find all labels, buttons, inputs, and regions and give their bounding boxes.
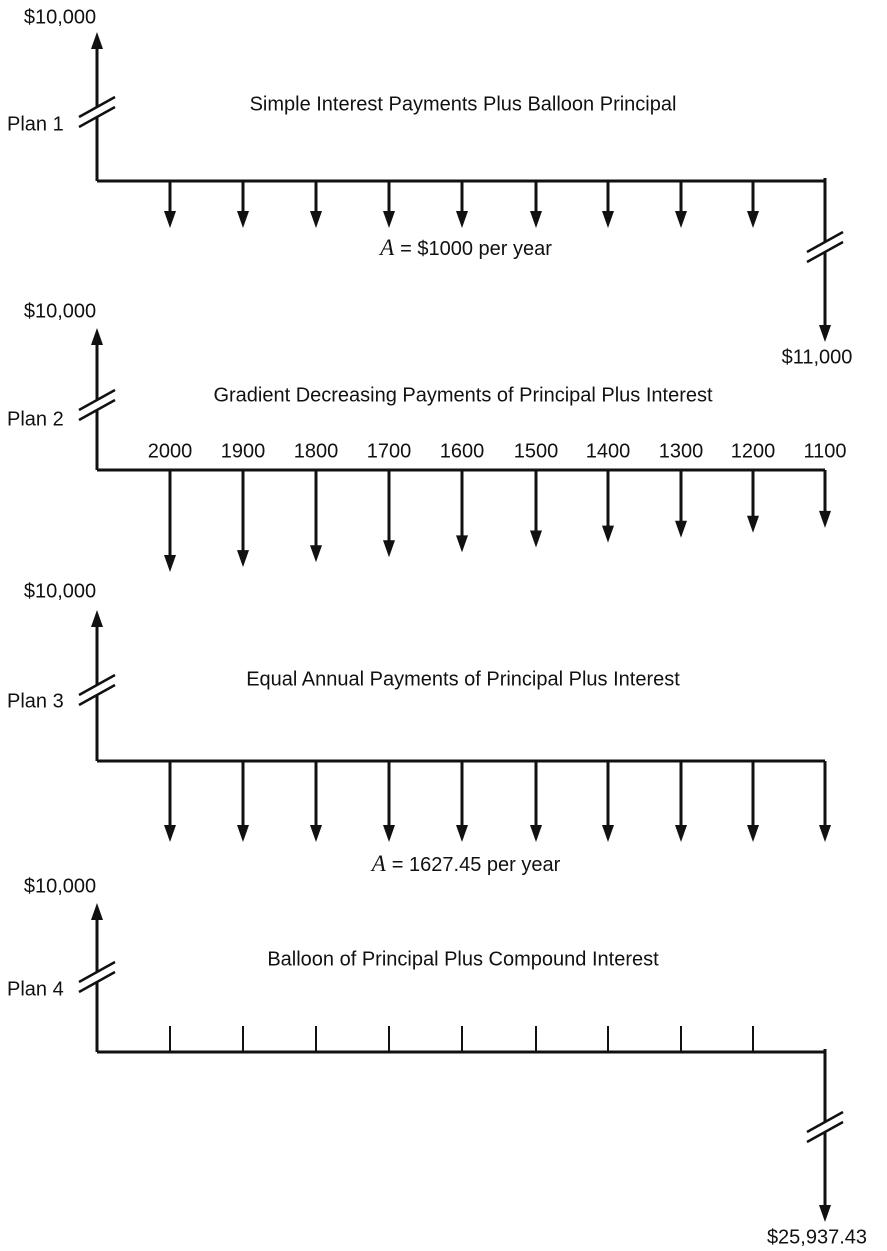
break-mark: [78, 970, 116, 994]
break-mark: [78, 960, 116, 984]
break-mark: [806, 230, 844, 254]
arrow-head: [91, 32, 103, 49]
payment-label: 1600: [440, 440, 485, 462]
break-mark: [78, 388, 116, 412]
payment-label: 2000: [148, 440, 193, 462]
arrow-head: [310, 211, 322, 228]
plan-title: Simple Interest Payments Plus Balloon Pr…: [250, 93, 677, 115]
arrow-head: [530, 211, 542, 228]
break-mark: [78, 683, 116, 707]
arrow-head: [310, 825, 322, 842]
arrow-head: [602, 211, 614, 228]
arrow-head: [456, 825, 468, 842]
arrow-head: [747, 515, 759, 533]
arrow-head: [237, 550, 249, 568]
arrow-head: [237, 211, 249, 228]
arrow-head: [164, 825, 176, 842]
arrow-head: [819, 1205, 831, 1222]
break-gap: [76, 391, 118, 419]
arrow-head: [819, 825, 831, 842]
receipt-label: $10,000: [24, 300, 96, 322]
break-mark: [806, 1120, 844, 1144]
arrow-head: [747, 211, 759, 228]
break-gap: [804, 233, 846, 261]
arrow-head: [675, 211, 687, 228]
plan-label: Plan 3: [7, 690, 64, 712]
plan-label: Plan 1: [7, 113, 64, 135]
break-mark: [78, 105, 116, 129]
payment-label: 1100: [803, 440, 846, 462]
plan-title: Gradient Decreasing Payments of Principa…: [213, 384, 713, 406]
arrow-head: [310, 545, 322, 563]
arrow-head: [456, 211, 468, 228]
plan-title: Equal Annual Payments of Principal Plus …: [246, 668, 680, 690]
plan-label: Plan 2: [7, 408, 64, 430]
arrow-head: [602, 825, 614, 842]
arrow-head: [530, 530, 542, 548]
arrow-head: [819, 325, 831, 342]
break-gap: [76, 963, 118, 991]
arrow-head: [456, 535, 468, 553]
payment-label: 1900: [221, 440, 266, 462]
payment-label: 1700: [367, 440, 412, 462]
arrow-head: [383, 540, 395, 558]
arrow-head: [383, 211, 395, 228]
payment-label: 1400: [586, 440, 631, 462]
arrow-head: [91, 328, 103, 345]
break-mark: [806, 240, 844, 264]
arrow-head: [91, 610, 103, 627]
arrow-head: [164, 211, 176, 228]
payment-label: 1800: [294, 440, 339, 462]
break-gap: [76, 98, 118, 126]
final-payment-label: $11,000: [782, 346, 853, 368]
payment-label: 1200: [731, 440, 776, 462]
arrow-head: [91, 903, 103, 920]
payment-note: A = $1000 per year: [378, 235, 552, 260]
receipt-label: $10,000: [24, 580, 96, 602]
note-symbol: A: [378, 235, 395, 260]
arrow-head: [747, 825, 759, 842]
arrow-head: [602, 525, 614, 543]
break-gap: [76, 676, 118, 704]
note-text: = 1627.45 per year: [392, 854, 561, 876]
break-mark: [78, 95, 116, 119]
arrow-head: [164, 555, 176, 572]
note-text: = $1000 per year: [400, 238, 552, 260]
arrow-head: [819, 510, 831, 528]
break-gap: [804, 1113, 846, 1141]
receipt-label: $10,000: [24, 875, 96, 897]
plan-title: Balloon of Principal Plus Compound Inter…: [267, 948, 659, 970]
arrow-head: [675, 825, 687, 842]
arrow-head: [383, 825, 395, 842]
arrow-head: [675, 520, 687, 538]
arrow-head: [530, 825, 542, 842]
plan-label: Plan 4: [7, 978, 64, 1000]
payment-note: A = 1627.45 per year: [370, 851, 561, 876]
payment-label: 1500: [514, 440, 559, 462]
break-mark: [806, 1110, 844, 1134]
final-payment-label: $25,937.43: [767, 1226, 867, 1248]
arrow-head: [237, 825, 249, 842]
receipt-label: $10,000: [24, 6, 96, 28]
break-mark: [78, 398, 116, 422]
payment-label: 1300: [659, 440, 704, 462]
note-symbol: A: [370, 851, 387, 876]
break-mark: [78, 673, 116, 697]
